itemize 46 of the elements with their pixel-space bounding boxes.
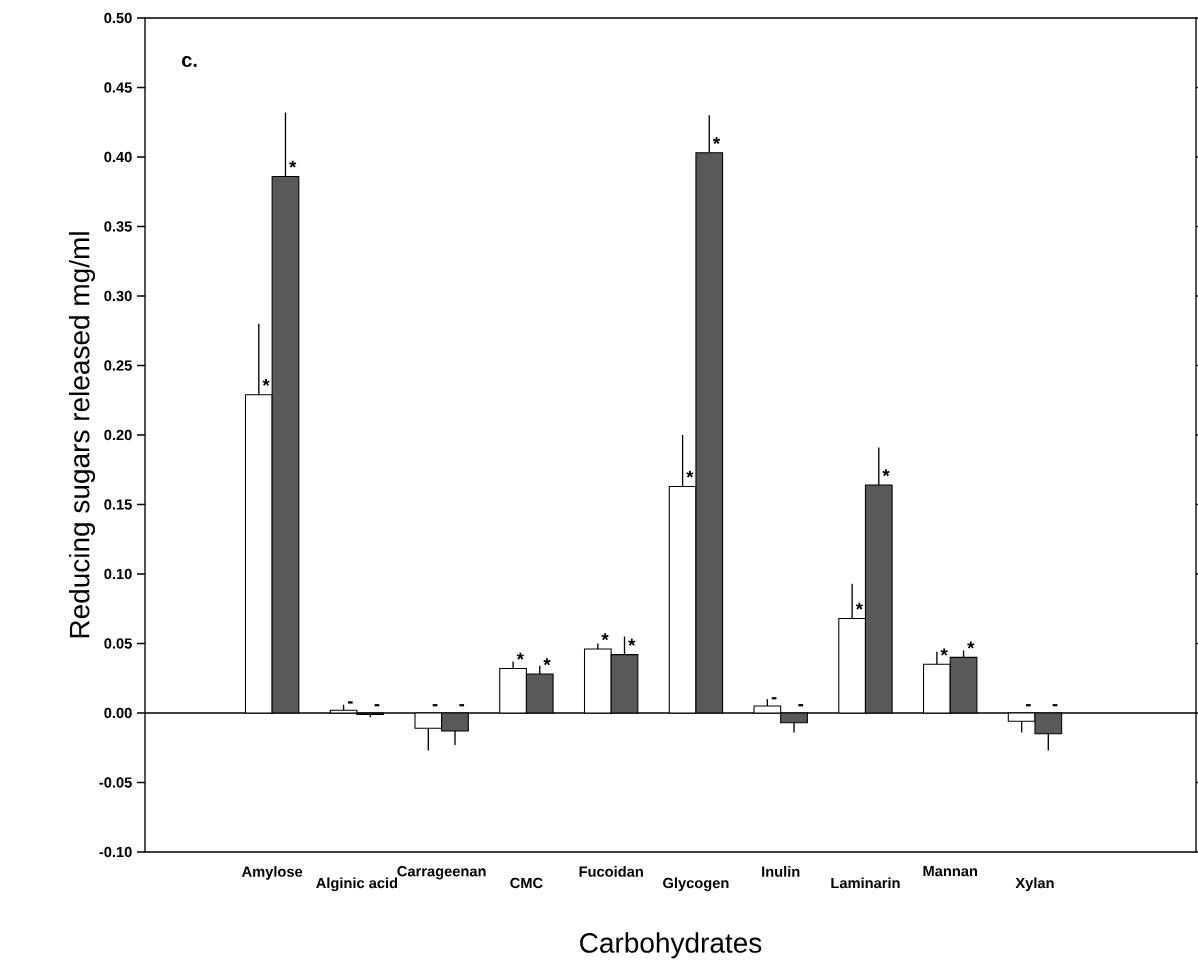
x-tick-label: Xylan [1015, 877, 1054, 892]
y-axis-title: Reducing sugars released mg/ml [68, 232, 96, 638]
y-tick-label: -0.05 [99, 777, 132, 788]
data-label: * [712, 137, 721, 144]
data-label: * [686, 470, 694, 478]
data-label: * [967, 641, 975, 649]
text: c. [182, 56, 197, 67]
data-label: * [940, 648, 948, 656]
y-tick-label: 0.30 [104, 290, 132, 302]
y-tick-label: 0.45 [104, 82, 132, 93]
x-tick-label: CMC [510, 877, 543, 889]
data-label: * [262, 378, 270, 386]
data-label: - [771, 697, 777, 700]
x-tick-label: Alginic acid [316, 877, 398, 892]
data-label: - [1052, 704, 1058, 707]
data-label: - [432, 704, 438, 707]
y-tick-label: 0.20 [104, 429, 132, 441]
data-label: * [543, 658, 551, 666]
data-label: * [289, 160, 297, 168]
data-label: * [516, 652, 524, 660]
x-tick-label: Amylose [241, 866, 303, 880]
y-tick-label: 0.25 [104, 360, 132, 371]
y-tick-label: -0.10 [99, 846, 132, 858]
data-label: * [882, 469, 890, 477]
y-tick-label: 0.40 [104, 151, 132, 163]
y-tick-label: 0.15 [104, 499, 132, 510]
data-label: - [798, 704, 804, 707]
x-tick-label: Inulin [762, 866, 800, 877]
x-tick-label: Glycogen [663, 877, 729, 892]
y-tick-label: 0.00 [104, 707, 132, 719]
y-tick-label: 0.05 [104, 638, 132, 649]
y-tick-label: 0.10 [104, 568, 132, 580]
data-label: - [459, 704, 465, 707]
data-label: - [374, 704, 380, 707]
data-label: - [347, 701, 353, 704]
y-tick-label: 0.50 [104, 12, 132, 24]
x-tick-label: Carrageenan [397, 866, 486, 880]
data-label: * [628, 638, 636, 646]
x-tick-label: Fucoidan [579, 866, 643, 877]
data-label: * [855, 602, 863, 610]
x-tick-label: Mannan [923, 866, 978, 877]
data-label: * [601, 633, 609, 641]
y-tick-label: 0.35 [104, 221, 132, 232]
x-tick-label: Laminarin [831, 877, 900, 889]
data-label: - [1025, 704, 1031, 707]
x-axis-title: Carbohydrates [580, 932, 762, 959]
